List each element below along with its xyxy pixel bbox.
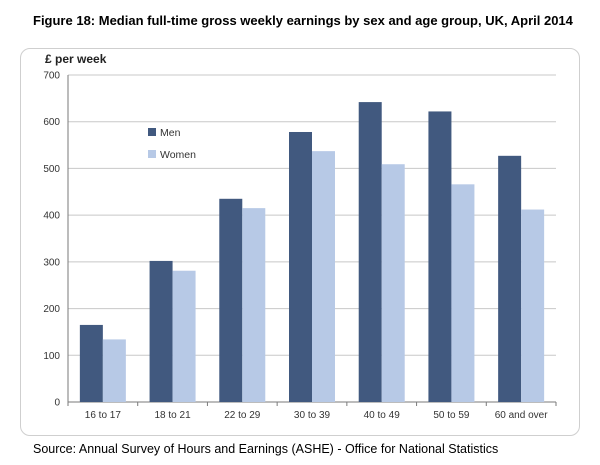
x-tick-label: 18 to 21	[154, 410, 191, 421]
chart-frame	[20, 48, 580, 436]
men-bar	[498, 155, 522, 402]
men-bar	[358, 102, 382, 402]
y-tick-label: 600	[43, 117, 60, 128]
source-note: Source: Annual Survey of Hours and Earni…	[33, 442, 499, 456]
y-tick-label: 0	[54, 398, 60, 409]
x-tick-label: 16 to 17	[85, 410, 122, 421]
y-tick-label: 200	[43, 304, 60, 315]
men-bar	[219, 198, 243, 402]
men-bar	[428, 111, 452, 403]
y-tick-label: 500	[43, 164, 60, 175]
legend-label-women: Women	[160, 149, 196, 161]
women-bar	[451, 184, 475, 402]
women-bar	[521, 209, 545, 402]
y-axis-label: £ per week	[45, 52, 107, 66]
men-bar	[289, 131, 312, 402]
x-tick-label: 50 to 59	[433, 410, 470, 421]
x-tick-label: 22 to 29	[224, 410, 261, 421]
women-bar	[381, 164, 405, 402]
women-bar	[172, 270, 196, 402]
women-bar	[102, 339, 126, 402]
legend-label-men: Men	[160, 127, 181, 139]
figure-title: Figure 18: Median full-time gross weekly…	[33, 13, 573, 28]
women-bar	[242, 208, 266, 402]
men-bar	[79, 324, 103, 402]
women-bar	[312, 151, 335, 402]
x-tick-label: 60 and over	[495, 410, 548, 421]
legend-swatch-men	[148, 128, 156, 136]
x-tick-label: 30 to 39	[294, 410, 331, 421]
men-bar	[149, 260, 173, 402]
y-tick-label: 700	[43, 71, 60, 82]
y-tick-label: 400	[43, 211, 60, 222]
x-tick-label: 40 to 49	[364, 410, 401, 421]
y-tick-label: 300	[43, 257, 60, 268]
legend-swatch-women	[148, 150, 156, 158]
y-tick-label: 100	[43, 351, 60, 362]
